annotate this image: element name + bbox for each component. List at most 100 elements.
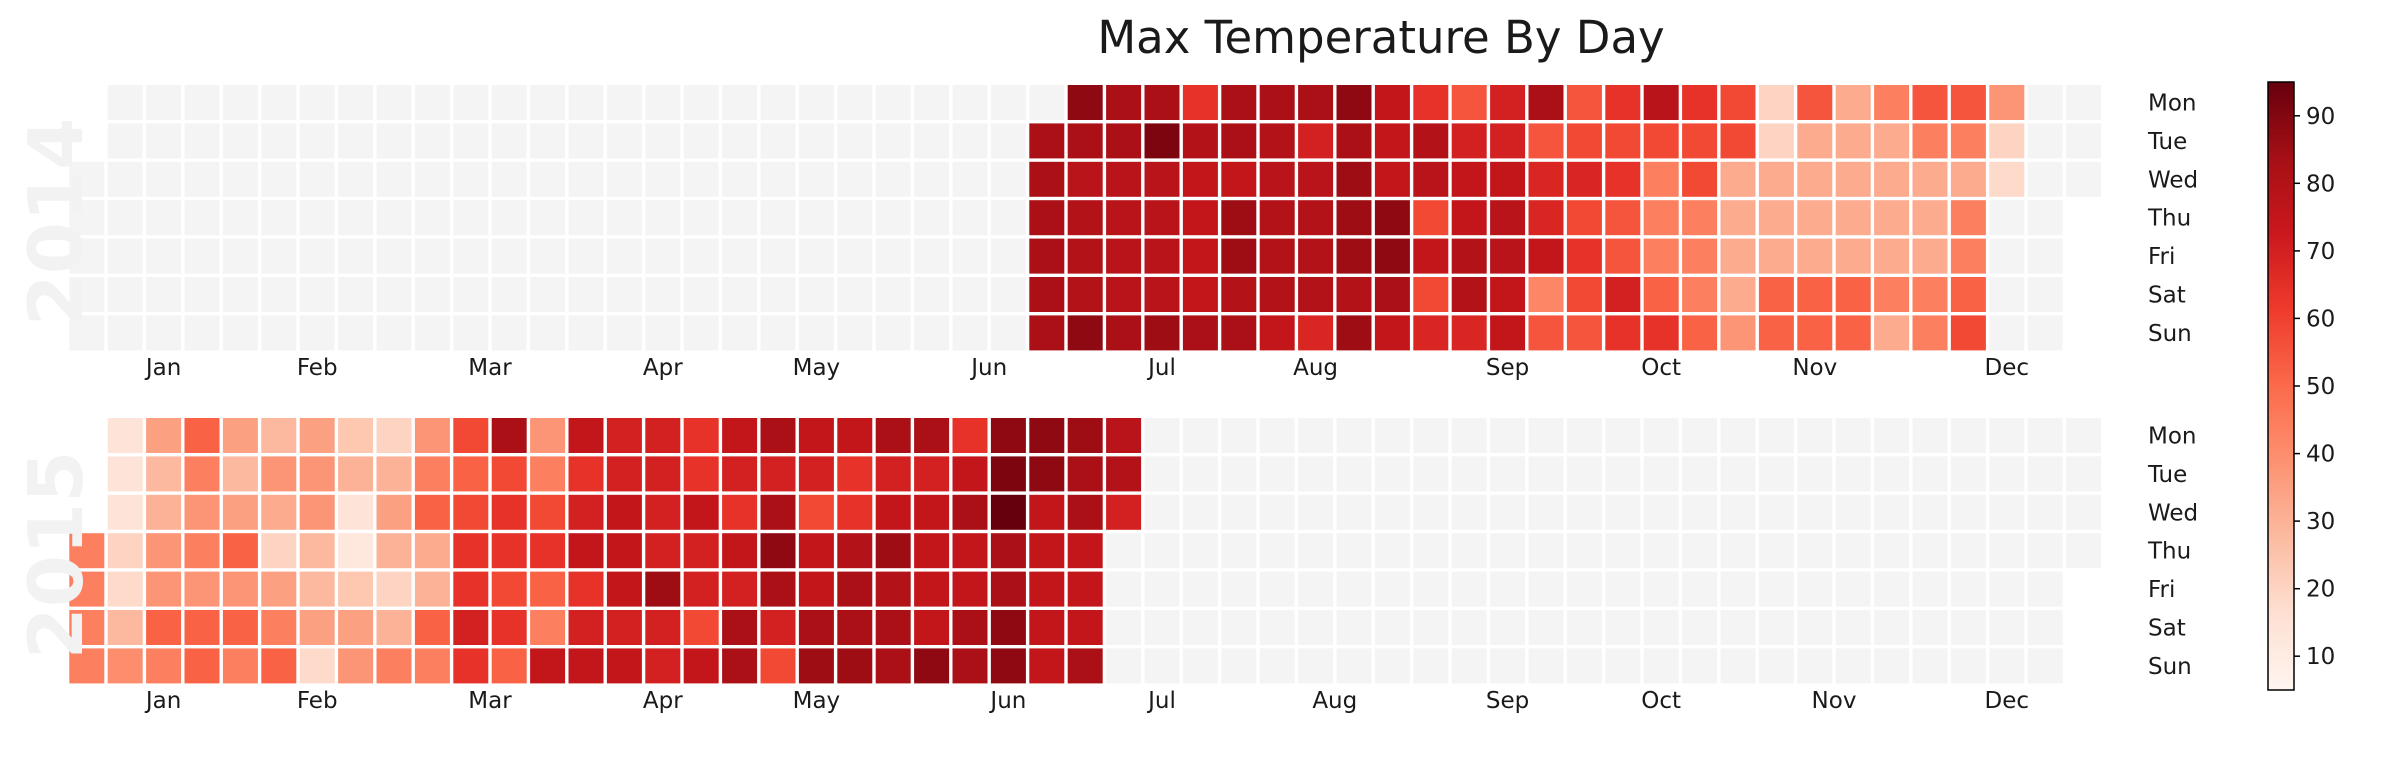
day-cell xyxy=(1221,277,1257,312)
empty-day-cell xyxy=(222,85,258,120)
empty-day-cell xyxy=(952,315,988,351)
day-cell xyxy=(1336,277,1372,312)
empty-day-cell xyxy=(1528,648,1564,684)
empty-day-cell xyxy=(568,200,604,236)
empty-day-cell xyxy=(606,161,642,197)
day-cell xyxy=(1566,238,1602,274)
day-cell xyxy=(1835,238,1871,274)
empty-day-cell xyxy=(1797,533,1833,569)
empty-day-cell xyxy=(1182,494,1218,530)
empty-day-cell xyxy=(1989,277,2025,312)
day-cell xyxy=(1643,277,1679,312)
year-label: 2014 xyxy=(12,118,100,327)
empty-day-cell xyxy=(837,200,873,236)
empty-day-cell xyxy=(1566,494,1602,530)
day-cell xyxy=(1413,161,1449,197)
day-cell xyxy=(952,418,988,453)
empty-day-cell xyxy=(1144,610,1180,645)
day-cell xyxy=(760,648,796,684)
day-cell xyxy=(990,533,1026,569)
day-cell xyxy=(722,533,758,569)
day-cell xyxy=(491,533,527,569)
empty-day-cell xyxy=(453,123,489,159)
empty-day-cell xyxy=(1989,238,2025,274)
day-cell xyxy=(1106,123,1142,159)
day-cell xyxy=(184,456,220,492)
day-cell xyxy=(184,571,220,607)
empty-day-cell xyxy=(837,85,873,120)
empty-day-cell xyxy=(299,161,335,197)
day-cell xyxy=(299,494,335,530)
day-cell xyxy=(1566,123,1602,159)
empty-day-cell xyxy=(1605,610,1641,645)
day-cell xyxy=(1566,85,1602,120)
day-cell xyxy=(606,533,642,569)
day-label: Thu xyxy=(2147,206,2191,232)
day-label: Fri xyxy=(2148,244,2175,270)
day-cell xyxy=(1067,610,1103,645)
day-cell xyxy=(146,494,182,530)
empty-day-cell xyxy=(1950,456,1986,492)
empty-day-cell xyxy=(1106,648,1142,684)
month-label: Mar xyxy=(468,688,512,714)
empty-day-cell xyxy=(1298,648,1334,684)
day-cell xyxy=(146,456,182,492)
empty-day-cell xyxy=(645,238,681,274)
empty-day-cell xyxy=(530,161,566,197)
day-cell xyxy=(1758,200,1794,236)
day-cell xyxy=(914,456,950,492)
day-cell xyxy=(338,494,374,530)
empty-day-cell xyxy=(1182,533,1218,569)
empty-day-cell xyxy=(414,315,450,351)
day-cell xyxy=(1874,238,1910,274)
empty-day-cell xyxy=(2066,533,2102,569)
empty-day-cell xyxy=(722,238,758,274)
day-cell xyxy=(414,456,450,492)
day-cell xyxy=(683,494,719,530)
day-cell xyxy=(1182,161,1218,197)
day-cell xyxy=(1106,418,1142,453)
colorbar-tick-label: 40 xyxy=(2306,442,2335,468)
day-cell xyxy=(1067,533,1103,569)
day-cell xyxy=(1490,315,1526,351)
day-cell xyxy=(1374,123,1410,159)
empty-day-cell xyxy=(760,85,796,120)
colorbar-tick-label: 10 xyxy=(2306,644,2335,670)
day-cell xyxy=(1067,277,1103,312)
empty-day-cell xyxy=(683,161,719,197)
day-cell xyxy=(645,494,681,530)
empty-day-cell xyxy=(1874,571,1910,607)
day-cell xyxy=(1950,277,1986,312)
empty-day-cell xyxy=(1874,648,1910,684)
empty-day-cell xyxy=(798,85,834,120)
day-cell xyxy=(69,571,105,607)
empty-day-cell xyxy=(414,161,450,197)
empty-day-cell xyxy=(914,200,950,236)
day-cell xyxy=(760,418,796,453)
empty-day-cell xyxy=(722,277,758,312)
empty-day-cell xyxy=(1758,571,1794,607)
empty-day-cell xyxy=(798,200,834,236)
empty-day-cell xyxy=(1374,456,1410,492)
empty-day-cell xyxy=(1682,418,1718,453)
day-cell xyxy=(1029,161,1065,197)
empty-day-cell xyxy=(683,200,719,236)
empty-day-cell xyxy=(1490,533,1526,569)
day-cell xyxy=(722,456,758,492)
empty-day-cell xyxy=(261,123,297,159)
empty-day-cell xyxy=(1259,456,1295,492)
day-cell xyxy=(1835,277,1871,312)
day-cell xyxy=(1182,238,1218,274)
day-cell xyxy=(222,494,258,530)
day-cell xyxy=(261,610,297,645)
empty-day-cell xyxy=(1451,418,1487,453)
day-cells xyxy=(69,85,2102,351)
empty-day-cell xyxy=(69,315,105,351)
empty-day-cell xyxy=(1605,456,1641,492)
day-cell xyxy=(1451,200,1487,236)
day-cell xyxy=(299,418,335,453)
day-cell xyxy=(1029,494,1065,530)
day-cell xyxy=(645,648,681,684)
day-cell xyxy=(1797,200,1833,236)
empty-day-cell xyxy=(2027,494,2063,530)
